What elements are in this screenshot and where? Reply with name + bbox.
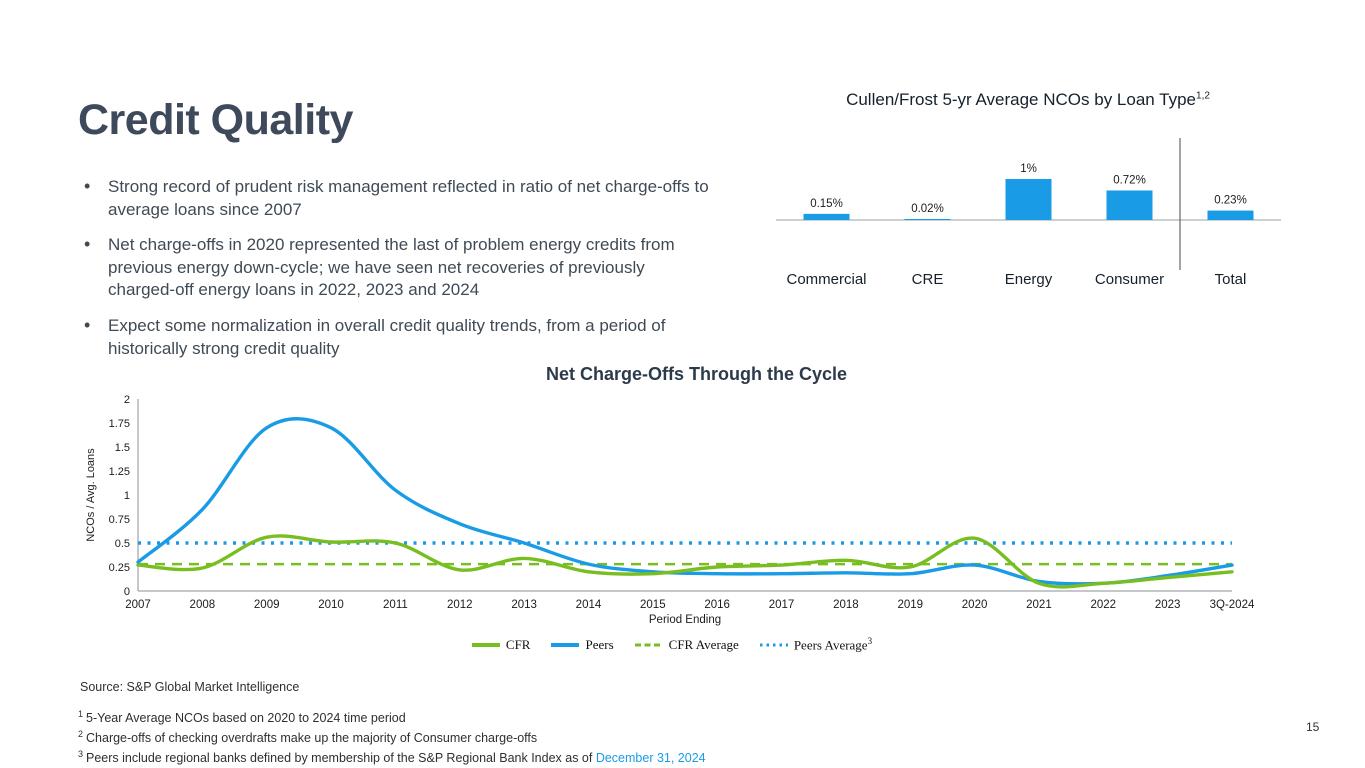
- bar-CRE: [904, 219, 950, 220]
- y-tick-label: 0.75: [109, 514, 130, 526]
- bar-Total: [1207, 210, 1253, 220]
- x-tick-label: 2011: [383, 599, 408, 611]
- bar-value-label: 0.72%: [1113, 174, 1146, 186]
- bullet-item-1: Strong record of prudent risk management…: [82, 175, 712, 221]
- series-line-peers: [136, 417, 1234, 586]
- footnote-3-superscript: 3: [78, 748, 84, 759]
- bullet-list: Strong record of prudent risk management…: [82, 175, 712, 373]
- legend-swatch-icon: [471, 642, 500, 647]
- bar-chart-title: Cullen/Frost 5-yr Average NCOs by Loan T…: [772, 90, 1284, 110]
- legend-swatch-icon: [634, 643, 663, 647]
- x-tick-label: 3Q-2024: [1210, 599, 1255, 611]
- bar-Consumer: [1106, 190, 1152, 220]
- bar-value-label: 0.23%: [1214, 195, 1247, 207]
- y-tick-label: 1: [124, 490, 130, 502]
- footnotes: 1 5-Year Average NCOs based on 2020 to 20…: [78, 708, 706, 768]
- y-tick-label: 1.75: [109, 418, 130, 430]
- y-axis-label: NCOs / Avg. Loans: [85, 448, 97, 542]
- y-tick-label: 0.5: [115, 538, 130, 550]
- legend-peers: Peers: [550, 636, 614, 653]
- legend-cfr: CFR: [471, 636, 531, 653]
- x-tick-label: 2016: [704, 599, 730, 611]
- source-note: Source: S&P Global Market Intelligence: [80, 680, 300, 694]
- bar-value-label: 1%: [1020, 163, 1037, 175]
- bar-Energy: [1005, 179, 1051, 220]
- y-tick-label: 1.25: [109, 466, 130, 478]
- line-chart-title: Net Charge-Offs Through the Cycle: [545, 364, 848, 384]
- bar-chart-svg: 0.15% Commercial 0.02% CRE 1% Energy 0.72% Cons…: [775, 138, 1281, 288]
- y-tick-label: 2: [124, 394, 130, 406]
- footnote-2-superscript: 2: [78, 728, 84, 739]
- bar-chart-title-superscript: 1,2: [1196, 90, 1210, 102]
- line-chart-svg: 0 0.25 0.5 0.75 1 1.25 1.5 1.75 2 NCOs / Avg. Loa…: [85, 394, 1255, 626]
- nco-line-chart: Net Charge-Offs Through the Cycle 0 0.25 0…: [80, 364, 1255, 653]
- y-tick-label: 0: [124, 586, 130, 598]
- bar-category-label: Consumer: [1094, 271, 1163, 288]
- bar-Commercial: [803, 213, 849, 220]
- bar-category-label: CRE: [911, 271, 943, 288]
- footnote-3-date: December 31, 2024: [595, 750, 706, 765]
- legend-label: CFR: [505, 636, 531, 652]
- x-tick-label: 2007: [125, 599, 151, 611]
- nco-bar-chart: Cullen/Frost 5-yr Average NCOs by Loan T…: [772, 90, 1284, 297]
- bullet-item-3: Expect some normalization in overall cre…: [82, 314, 712, 360]
- x-tick-label: 2013: [511, 599, 537, 611]
- x-tick-label: 2012: [447, 599, 473, 611]
- legend-label: CFR Average: [668, 636, 739, 652]
- footnote-2: 2 Charge-offs of checking overdrafts make…: [78, 728, 706, 748]
- bullet-item-2: Net charge-offs in 2020 represented the …: [82, 233, 712, 302]
- x-tick-label: 2014: [576, 599, 602, 611]
- x-tick-label: 2009: [254, 599, 280, 611]
- x-tick-label: 2023: [1155, 599, 1181, 611]
- x-tick-label: 2008: [190, 599, 216, 611]
- page-title: Credit Quality: [78, 96, 353, 144]
- page-number: 15: [1306, 720, 1320, 734]
- legend-swatch-icon: [551, 642, 580, 647]
- x-tick-label: 2021: [1026, 599, 1052, 611]
- bar-category-label: Energy: [1004, 271, 1052, 288]
- x-tick-label: 2022: [1090, 599, 1116, 611]
- x-tick-label: 2010: [318, 599, 344, 611]
- footnote-1-text: 5-Year Average NCOs based on 2020 to 202…: [86, 711, 406, 726]
- x-tick-label: 2018: [833, 599, 859, 611]
- bar-value-label: 0.15%: [810, 198, 843, 210]
- footnote-1: 1 5-Year Average NCOs based on 2020 to 20…: [78, 708, 706, 728]
- series-line-cfr: [136, 534, 1234, 589]
- footnote-2-text: Charge-offs of checking overdrafts make …: [86, 731, 538, 746]
- legend-cfr-average: CFR Average: [634, 637, 739, 653]
- legend-swatch-icon: [759, 643, 788, 647]
- legend-label: Peers: [585, 636, 614, 652]
- x-tick-label: 2019: [897, 599, 923, 611]
- x-tick-label: 2017: [769, 599, 795, 611]
- x-tick-label: 2020: [962, 599, 988, 611]
- footnote-1-superscript: 1: [78, 709, 84, 719]
- x-axis-label: Period Ending: [649, 614, 721, 626]
- bar-chart-title-text: Cullen/Frost 5-yr Average NCOs by Loan T…: [846, 90, 1197, 109]
- x-tick-label: 2015: [640, 599, 666, 611]
- y-tick-label: 1.5: [115, 442, 130, 454]
- bar-value-label: 0.02%: [911, 203, 944, 215]
- line-chart-legend: CFR Peers CFR Average Peers Average3: [80, 636, 1255, 653]
- bar-category-label: Total: [1214, 271, 1246, 288]
- bar-category-label: Commercial: [786, 271, 866, 288]
- footnote-3: 3 Peers include regional banks defined by…: [78, 748, 706, 768]
- legend-label: Peers Average3: [793, 636, 873, 653]
- legend-peers-average: Peers Average3: [759, 636, 872, 653]
- footnote-3-text: Peers include regional banks defined by …: [86, 750, 596, 765]
- y-tick-label: 0.25: [109, 562, 130, 574]
